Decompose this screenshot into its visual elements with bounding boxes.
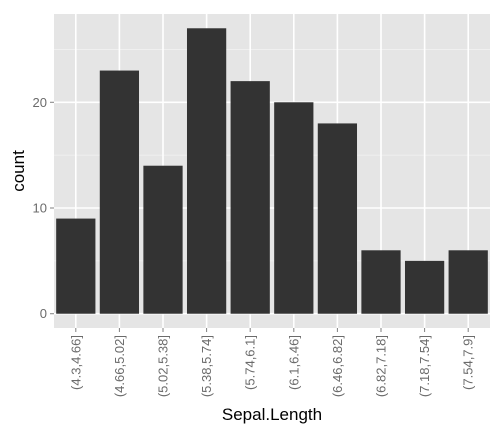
bar bbox=[56, 218, 96, 314]
x-tick-label: (5.74,6.1] bbox=[243, 335, 258, 390]
bar bbox=[274, 102, 314, 314]
x-tick-label: (7.54,7.9] bbox=[461, 335, 476, 390]
bar bbox=[404, 260, 445, 314]
bar bbox=[317, 123, 358, 314]
bar bbox=[448, 250, 488, 314]
bar bbox=[99, 70, 140, 314]
x-tick-label: (6.82,7.18] bbox=[374, 335, 389, 397]
y-tick-label: 10 bbox=[33, 201, 47, 216]
y-tick-label: 0 bbox=[40, 306, 47, 321]
x-tick-label: (7.18,7.54] bbox=[417, 335, 432, 397]
axis-layer: 0 10 20 (4.3,4.66] (4.66,5.02] (5.02,5.38] (5.… bbox=[33, 95, 476, 397]
bar bbox=[230, 81, 270, 314]
x-tick-label: (4.66,5.02] bbox=[112, 335, 127, 397]
x-tick-label: (4.3,4.66] bbox=[68, 335, 83, 390]
x-tick-label: (6.46,6.82] bbox=[330, 335, 345, 397]
bar bbox=[186, 28, 227, 314]
bar bbox=[361, 250, 401, 314]
y-tick-label: 20 bbox=[33, 95, 47, 110]
y-axis-title: count bbox=[9, 150, 28, 192]
bar bbox=[143, 165, 183, 314]
x-tick-label: (5.38,5.74] bbox=[199, 335, 214, 397]
x-axis-title: Sepal.Length bbox=[222, 405, 322, 424]
x-tick-label: (5.02,5.38] bbox=[156, 335, 171, 397]
x-tick-label: (6.1,6.46] bbox=[286, 335, 301, 390]
bar-layer bbox=[56, 28, 488, 314]
